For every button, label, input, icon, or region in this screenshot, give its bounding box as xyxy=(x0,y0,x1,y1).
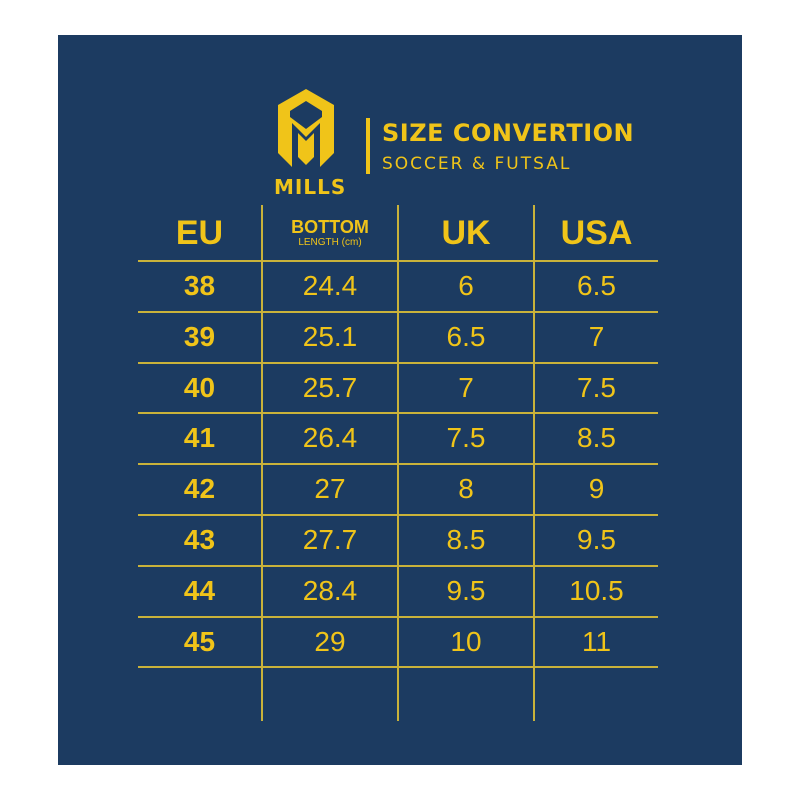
cell-uk-size: 9.5 xyxy=(446,574,486,606)
cell-eu-size: 39 xyxy=(183,320,216,352)
cell-eu-size: 40 xyxy=(183,371,216,403)
cell-uk-size: 7.5 xyxy=(446,422,486,454)
table-row: 38 24.4 6 6.5 xyxy=(138,261,658,311)
row-divider xyxy=(138,310,658,313)
cell-uk-size: 7 xyxy=(458,371,474,403)
mills-logo: MILLS xyxy=(274,85,347,200)
chart-title: SIZE CONVERTION xyxy=(382,119,635,147)
cell-usa-size: 7.5 xyxy=(577,371,616,403)
table-row: 42 27 8 9 xyxy=(138,464,658,514)
row-divider xyxy=(138,615,658,618)
cell-eu-size: 38 xyxy=(183,270,216,301)
cell-usa-size: 7 xyxy=(588,320,605,352)
row-divider xyxy=(138,463,658,466)
table-row: 41 26.4 7.5 8.5 xyxy=(138,413,658,463)
column-header-uk: UK xyxy=(441,213,491,252)
cell-bottom-length: 25.7 xyxy=(302,371,358,403)
cell-bottom-length: 25.1 xyxy=(302,320,358,352)
cell-usa-size: 11 xyxy=(581,625,612,657)
table-row: 40 25.7 7 7.5 xyxy=(138,363,658,413)
column-divider xyxy=(397,205,399,721)
cell-usa-size: 9 xyxy=(588,473,605,505)
row-divider xyxy=(138,514,658,516)
row-divider xyxy=(138,361,658,364)
cell-uk-size: 6.5 xyxy=(446,320,486,352)
cell-uk-size: 6 xyxy=(458,270,474,301)
cell-eu-size: 45 xyxy=(183,625,216,657)
row-divider xyxy=(138,412,658,415)
column-header-eu: EU xyxy=(175,213,224,252)
cell-eu-size: 43 xyxy=(183,524,216,555)
mills-helmet-icon xyxy=(278,89,334,167)
table-row: 39 25.1 6.5 7 xyxy=(138,312,658,362)
cell-eu-size: 44 xyxy=(183,574,216,606)
column-header-bottom: BOTTOM xyxy=(291,217,369,237)
cell-uk-size: 10 xyxy=(450,625,482,657)
column-divider xyxy=(533,205,535,721)
cell-bottom-length: 28.4 xyxy=(302,574,358,606)
table-row: 43 27.7 8.5 9.5 xyxy=(138,515,658,565)
brand-name: MILLS xyxy=(274,175,347,199)
size-table: EU BOTTOM LENGTH (cm) UK USA 38 24.4 6 6.5 3… xyxy=(138,205,658,725)
cell-uk-size: 8 xyxy=(458,473,474,505)
column-header-bottom-length: BOTTOM LENGTH (cm) xyxy=(263,205,397,261)
chart-subtitle: SOCCER & FUTSAL xyxy=(382,154,572,174)
cell-uk-size: 8.5 xyxy=(446,524,486,555)
column-header-usa: USA xyxy=(560,213,633,252)
cell-usa-size: 6.5 xyxy=(577,270,616,301)
cell-usa-size: 8.5 xyxy=(577,422,616,454)
size-chart-card: MILLS SIZE CONVERTION SOCCER & FUTSAL xyxy=(58,35,742,765)
cell-bottom-length: 27.7 xyxy=(302,524,358,555)
cell-usa-size: 9.5 xyxy=(577,524,616,555)
cell-bottom-length: 29 xyxy=(314,625,346,657)
title-divider xyxy=(366,118,370,174)
column-divider xyxy=(261,205,263,721)
table-row: 45 29 10 11 xyxy=(138,617,658,667)
cell-eu-size: 42 xyxy=(183,473,216,505)
column-header-length-unit: LENGTH (cm) xyxy=(298,237,362,248)
row-divider xyxy=(138,260,658,262)
cell-bottom-length: 24.4 xyxy=(302,270,358,301)
cell-usa-size: 10.5 xyxy=(569,574,624,606)
row-divider xyxy=(138,666,658,669)
row-divider xyxy=(138,564,658,567)
cell-bottom-length: 27 xyxy=(314,473,346,505)
cell-bottom-length: 26.4 xyxy=(302,422,358,454)
table-row: 44 28.4 9.5 10.5 xyxy=(138,566,658,616)
cell-eu-size: 41 xyxy=(183,422,216,454)
